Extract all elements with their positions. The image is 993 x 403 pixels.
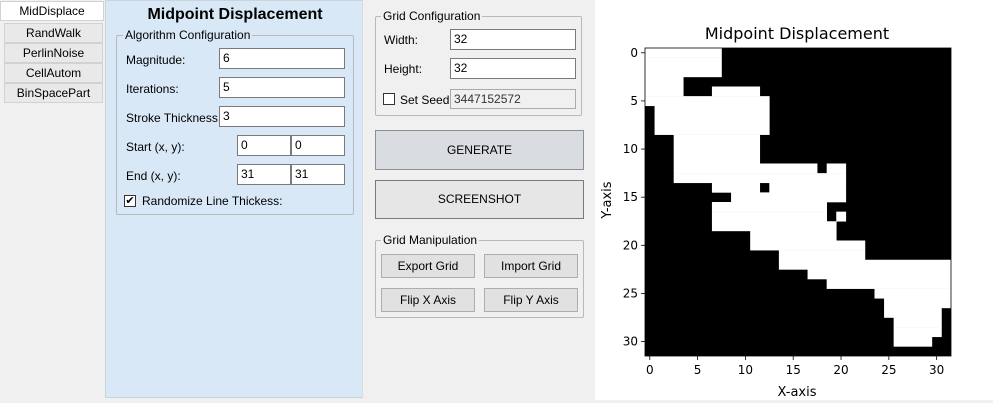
panel-title: Midpoint Displacement xyxy=(147,6,323,23)
heatmap-cell-run xyxy=(893,317,942,328)
heatmap-cell-run xyxy=(836,211,847,222)
tab-middisplace[interactable]: MidDisplace xyxy=(0,1,104,21)
heatmap-cell-run xyxy=(654,105,770,116)
heatmap-cell-run xyxy=(884,298,952,309)
height-input[interactable]: 32 xyxy=(450,58,576,79)
y-axis-label: Y-axis xyxy=(600,181,615,219)
end-label: End (x, y): xyxy=(126,169,181,183)
heatmap-cell-run xyxy=(645,48,722,58)
algorithm-panel: Midpoint Displacement Algorithm Configur… xyxy=(105,0,363,398)
x-axis-label: X-axis xyxy=(778,385,817,400)
heatmap-cell-run xyxy=(778,259,952,270)
tab-cellautom[interactable]: CellAutom xyxy=(4,63,103,83)
heatmap-cell-run xyxy=(654,115,770,126)
heatmap-cell-run xyxy=(731,192,847,203)
x-tick-label: 20 xyxy=(833,363,848,377)
heatmap-cell-run xyxy=(645,86,684,97)
generate-button[interactable]: GENERATE xyxy=(375,130,584,170)
width-label: Width: xyxy=(384,33,419,47)
heatmap-cells xyxy=(645,48,952,356)
heatmap-cell-run xyxy=(893,327,942,338)
x-tick-label: 15 xyxy=(786,363,801,377)
iterations-input[interactable]: 5 xyxy=(219,77,345,98)
randomize-checkbox[interactable]: ✔ xyxy=(124,195,136,207)
heatmap-cell-run xyxy=(807,269,952,280)
axis-ticks: 0 5 10 15 20 25 30 0 5 10 15 20 25 30 xyxy=(623,46,945,377)
algorithm-config-group: Algorithm Configuration Magnitude: 6 Ite… xyxy=(116,28,354,215)
grid-config-legend: Grid Configuration xyxy=(381,9,483,23)
heatmap-cell-run xyxy=(711,221,837,232)
heatmap-cell-run xyxy=(826,279,952,289)
tab-randwalk[interactable]: RandWalk xyxy=(4,23,103,43)
set-seed-label: Set Seed xyxy=(400,93,450,107)
width-input[interactable]: 32 xyxy=(450,29,576,50)
tab-binspacepart[interactable]: BinSpacePart xyxy=(4,83,103,103)
export-grid-button[interactable]: Export Grid xyxy=(381,254,475,278)
seed-input[interactable]: 3447152572 xyxy=(450,89,576,109)
heatmap-cell-run xyxy=(884,307,942,318)
x-tick-label: 30 xyxy=(929,363,944,377)
x-tick-label: 25 xyxy=(881,363,896,377)
heatmap-cell-run xyxy=(645,76,684,87)
heatmap-cell-run xyxy=(750,240,866,251)
y-tick-label: 10 xyxy=(623,142,638,156)
tab-strip: MidDisplace RandWalk PerlinNoise CellAut… xyxy=(0,0,105,400)
y-tick-label: 25 xyxy=(623,286,638,300)
start-x-input[interactable]: 0 xyxy=(237,135,291,156)
magnitude-label: Magnitude: xyxy=(126,53,186,67)
heatmap-cell-run xyxy=(673,173,847,184)
y-tick-label: 30 xyxy=(623,335,638,349)
heatmap-cell-run xyxy=(673,153,761,164)
heatmap-cell-run xyxy=(711,202,827,212)
heatmap-cell-run xyxy=(673,144,761,155)
heatmap-chart: Midpoint Displacement X-axis Y-axis 0 5 10… xyxy=(600,24,952,400)
heatmap-cell-run xyxy=(654,125,770,135)
heatmap-cell-run xyxy=(778,250,866,261)
grid-manipulation-legend: Grid Manipulation xyxy=(381,233,480,247)
plot-area: Midpoint Displacement X-axis Y-axis 0 5 10… xyxy=(595,0,993,400)
randomize-label: Randomize Line Thickess: xyxy=(142,194,283,208)
heatmap-cell-run xyxy=(673,134,761,145)
flip-x-axis-button[interactable]: Flip X Axis xyxy=(381,288,475,312)
heatmap-cell-run xyxy=(673,163,818,174)
chart-title: Midpoint Displacement xyxy=(705,24,889,43)
y-tick-label: 15 xyxy=(623,190,638,204)
grid-config-group: Grid Configuration Width: 32 Height: 32 … xyxy=(375,9,582,116)
heatmap-cell-run xyxy=(645,96,770,107)
end-x-input[interactable]: 31 xyxy=(237,164,291,185)
heatmap-cell-run xyxy=(769,182,847,193)
screenshot-button[interactable]: SCREENSHOT xyxy=(375,180,584,219)
stroke-thickness-label: Stroke Thickness: xyxy=(126,111,222,125)
x-tick-label: 5 xyxy=(694,363,702,377)
heatmap-cell-run xyxy=(750,230,837,241)
grid-manipulation-group: Grid Manipulation Export Grid Import Gri… xyxy=(375,233,584,318)
magnitude-input[interactable]: 6 xyxy=(219,48,345,69)
y-tick-label: 5 xyxy=(630,94,638,108)
x-tick-label: 0 xyxy=(646,363,654,377)
heatmap-cell-run xyxy=(645,67,722,78)
y-tick-label: 0 xyxy=(630,46,638,60)
heatmap-cell-run xyxy=(874,288,952,299)
height-label: Height: xyxy=(384,62,423,76)
heatmap-cell-run xyxy=(645,57,722,68)
import-grid-button[interactable]: Import Grid xyxy=(484,254,578,278)
algorithm-config-legend: Algorithm Configuration xyxy=(123,28,253,42)
start-y-input[interactable]: 0 xyxy=(291,135,345,156)
iterations-label: Iterations: xyxy=(126,82,179,96)
x-tick-label: 10 xyxy=(738,363,753,377)
start-label: Start (x, y): xyxy=(126,140,185,154)
flip-y-axis-button[interactable]: Flip Y Axis xyxy=(484,288,578,312)
heatmap-cell-run xyxy=(711,182,761,193)
heatmap-cell-run xyxy=(711,86,761,97)
y-tick-label: 20 xyxy=(623,238,638,252)
tab-perlinnoise[interactable]: PerlinNoise xyxy=(4,43,103,63)
set-seed-checkbox[interactable] xyxy=(383,93,395,105)
heatmap-cell-run xyxy=(893,336,933,347)
heatmap-cell-run xyxy=(711,211,827,222)
heatmap-cell-run xyxy=(826,163,847,174)
end-y-input[interactable]: 31 xyxy=(291,164,345,185)
stroke-thickness-input[interactable]: 3 xyxy=(219,106,345,127)
plot-frame xyxy=(644,47,952,357)
